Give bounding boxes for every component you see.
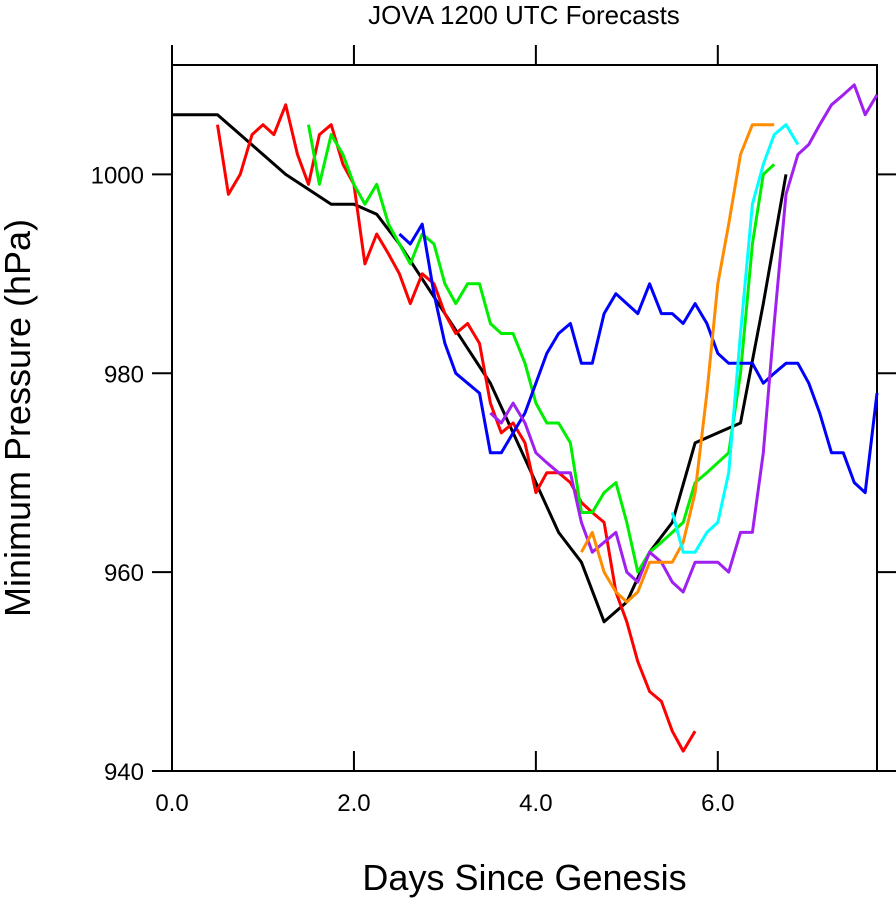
y-tick-label: 980 [104, 361, 144, 388]
chart-title: JOVA 1200 UTC Forecasts [368, 0, 680, 30]
series-line-0 [172, 113, 788, 624]
series-line-6 [670, 123, 800, 554]
series-line-1 [216, 103, 697, 753]
series-line-3 [398, 222, 879, 495]
x-axis-title: Days Since Genesis [362, 857, 686, 898]
y-axis-title: Minimum Pressure (hPa) [0, 219, 38, 617]
series-line-2 [307, 124, 776, 574]
x-tick-label: 6.0 [701, 790, 734, 817]
x-tick-label: 4.0 [519, 790, 552, 817]
series-line-5 [580, 123, 775, 604]
plot-frame [171, 64, 878, 772]
x-tick-label: 2.0 [337, 790, 370, 817]
y-tick-label: 960 [104, 560, 144, 587]
x-tick-label: 0.0 [155, 790, 188, 817]
series-line-4 [489, 83, 879, 594]
axis-ticks [152, 45, 896, 772]
y-tick-label: 940 [104, 759, 144, 786]
tick-labels: 0.0 2.0 4.0 6.0 940 960 980 1000 [91, 162, 735, 817]
series-lines [172, 83, 879, 753]
y-tick-label: 1000 [91, 162, 144, 189]
